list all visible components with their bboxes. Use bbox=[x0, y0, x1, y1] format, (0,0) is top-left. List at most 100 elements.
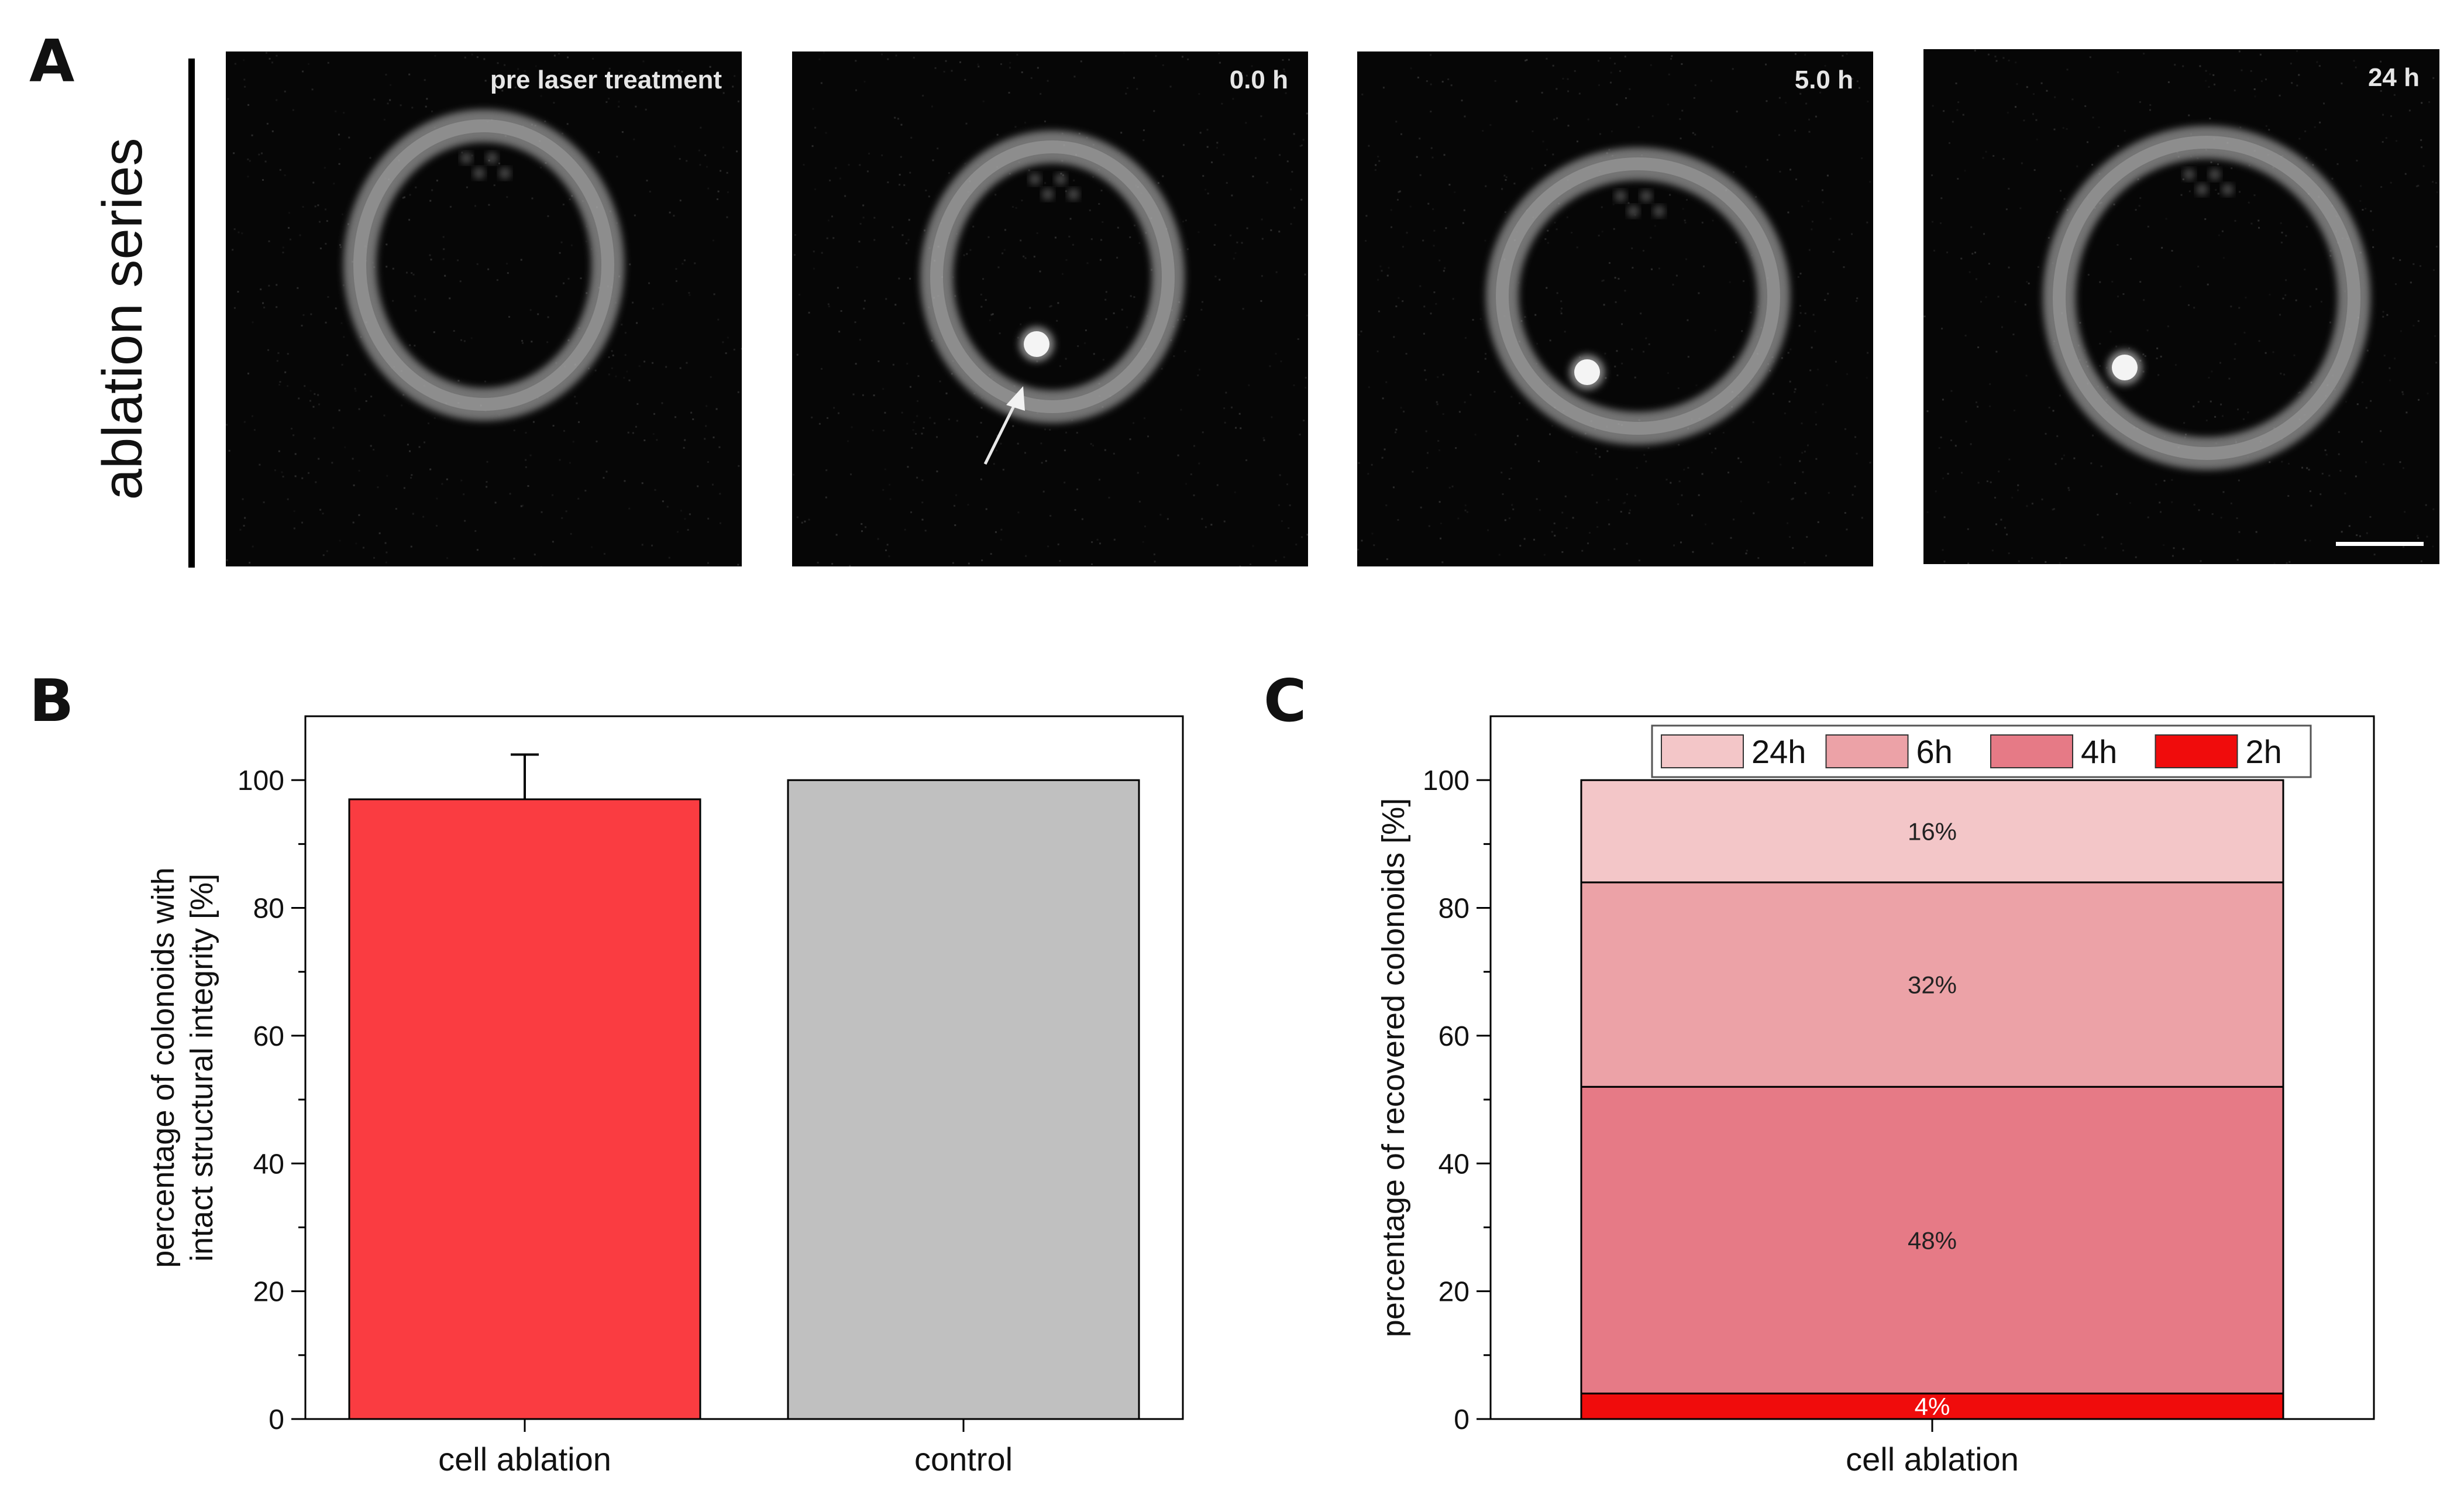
noise-speck bbox=[1562, 77, 1564, 80]
noise-speck bbox=[1072, 243, 1074, 246]
noise-speck bbox=[623, 377, 625, 379]
noise-speck bbox=[2306, 467, 2308, 469]
noise-speck bbox=[1941, 328, 1943, 330]
cell-debris bbox=[1055, 173, 1066, 185]
noise-speck bbox=[1612, 204, 1615, 206]
noise-speck bbox=[1681, 63, 1683, 65]
noise-speck bbox=[859, 222, 862, 225]
noise-speck bbox=[1009, 67, 1011, 69]
noise-speck bbox=[1039, 270, 1041, 273]
noise-speck bbox=[1866, 221, 1868, 224]
noise-speck bbox=[429, 468, 432, 470]
noise-speck bbox=[915, 432, 917, 435]
noise-speck bbox=[1059, 560, 1061, 562]
noise-speck bbox=[1420, 506, 1422, 509]
noise-speck bbox=[348, 136, 350, 139]
noise-speck bbox=[1854, 436, 1856, 438]
noise-speck bbox=[1858, 87, 1860, 89]
noise-speck bbox=[2086, 141, 2088, 143]
noise-speck bbox=[1306, 314, 1308, 317]
noise-speck bbox=[346, 354, 349, 356]
noise-speck bbox=[612, 354, 614, 356]
chart-b-ylabel: intact structural integrity [%] bbox=[184, 874, 219, 1262]
noise-speck bbox=[1245, 459, 1248, 461]
noise-speck bbox=[1967, 562, 1970, 564]
noise-speck bbox=[2211, 513, 2214, 515]
noise-speck bbox=[862, 204, 865, 207]
noise-speck bbox=[683, 259, 686, 262]
noise-speck bbox=[1159, 514, 1162, 516]
noise-speck bbox=[1155, 55, 1157, 57]
noise-speck bbox=[249, 160, 251, 162]
noise-speck bbox=[1002, 469, 1004, 471]
cell-debris bbox=[1042, 188, 1054, 200]
noise-speck bbox=[978, 66, 980, 68]
noise-speck bbox=[243, 78, 246, 81]
noise-speck bbox=[287, 353, 289, 355]
noise-speck bbox=[309, 400, 311, 402]
noise-speck bbox=[591, 546, 593, 548]
noise-speck bbox=[314, 205, 316, 208]
noise-speck bbox=[1144, 525, 1146, 528]
noise-speck bbox=[2316, 61, 2318, 63]
noise-speck bbox=[1251, 65, 1253, 67]
noise-speck bbox=[1798, 325, 1801, 327]
noise-speck bbox=[1740, 461, 1742, 463]
noise-speck bbox=[827, 219, 830, 222]
noise-speck bbox=[513, 558, 515, 560]
noise-speck bbox=[1791, 498, 1793, 500]
noise-speck bbox=[881, 154, 883, 156]
noise-speck bbox=[525, 432, 527, 434]
noise-speck bbox=[1185, 315, 1188, 318]
noise-speck bbox=[641, 544, 643, 546]
noise-speck bbox=[486, 461, 488, 463]
noise-speck bbox=[1752, 421, 1754, 424]
noise-speck bbox=[1942, 398, 1944, 401]
noise-speck bbox=[1636, 467, 1638, 469]
noise-speck bbox=[796, 353, 799, 356]
noise-speck bbox=[2360, 185, 2362, 187]
noise-speck bbox=[1827, 293, 1829, 295]
noise-speck bbox=[520, 259, 522, 261]
noise-speck bbox=[1021, 200, 1023, 202]
chart-b-plot-frame bbox=[304, 715, 1184, 1420]
noise-speck bbox=[499, 88, 501, 90]
chart-b-ytick-label: 80 bbox=[253, 894, 284, 925]
noise-speck bbox=[2389, 379, 2391, 382]
noise-speck bbox=[2011, 496, 2014, 499]
noise-speck bbox=[1299, 434, 1301, 436]
noise-speck bbox=[1187, 58, 1189, 60]
noise-speck bbox=[1856, 297, 1859, 300]
noise-speck bbox=[1844, 428, 1846, 430]
noise-speck bbox=[2403, 546, 2405, 548]
noise-speck bbox=[1994, 56, 1997, 58]
noise-speck bbox=[1378, 160, 1381, 162]
noise-speck bbox=[1357, 548, 1360, 551]
noise-speck bbox=[389, 99, 391, 101]
noise-speck bbox=[856, 266, 858, 269]
noise-speck bbox=[1687, 356, 1689, 358]
noise-speck bbox=[424, 441, 426, 444]
noise-speck bbox=[326, 220, 328, 222]
noise-speck bbox=[2002, 158, 2005, 160]
noise-speck bbox=[1808, 130, 1811, 133]
noise-speck bbox=[276, 284, 278, 286]
noise-speck bbox=[2319, 121, 2321, 123]
noise-speck bbox=[2220, 403, 2222, 406]
noise-speck bbox=[1977, 346, 1980, 349]
noise-speck bbox=[968, 562, 970, 565]
noise-speck bbox=[252, 321, 254, 324]
noise-speck bbox=[302, 205, 304, 208]
noise-speck bbox=[1792, 547, 1794, 549]
noise-speck bbox=[829, 179, 831, 181]
noise-speck bbox=[848, 164, 850, 166]
noise-speck bbox=[911, 446, 913, 449]
noise-speck bbox=[1448, 184, 1451, 186]
noise-speck bbox=[945, 392, 948, 394]
noise-speck bbox=[1631, 247, 1633, 249]
noise-speck bbox=[1551, 531, 1553, 533]
noise-speck bbox=[1785, 101, 1787, 104]
noise-speck bbox=[426, 98, 428, 100]
noise-speck bbox=[615, 375, 617, 377]
noise-speck bbox=[589, 76, 591, 78]
